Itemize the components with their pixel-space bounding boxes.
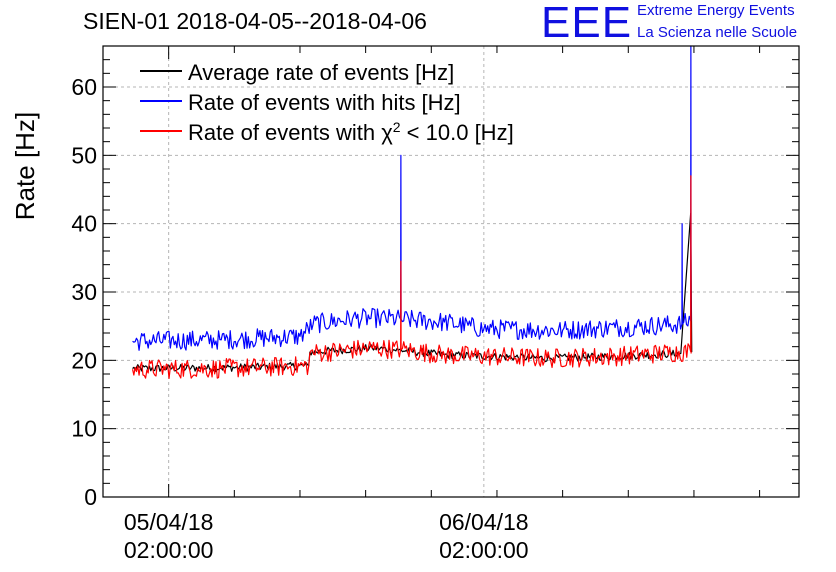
x-tick-label-time: 02:00:00 bbox=[124, 537, 214, 563]
y-axis-label: Rate [Hz] bbox=[10, 112, 40, 220]
ticks-layer: 010203040506005/04/1802:00:0006/04/1802:… bbox=[71, 45, 799, 563]
y-tick-label: 0 bbox=[84, 484, 97, 510]
y-tick-label: 50 bbox=[71, 142, 97, 168]
y-tick-label: 40 bbox=[71, 211, 97, 237]
plot-frame bbox=[102, 45, 800, 498]
frame-layer bbox=[102, 45, 800, 498]
grid-layer bbox=[103, 46, 799, 497]
eee-logo: EEE bbox=[541, 0, 633, 47]
series-line-1 bbox=[132, 212, 693, 373]
y-tick-label: 30 bbox=[71, 279, 97, 305]
series-line-2 bbox=[132, 45, 692, 351]
legend-layer: Average rate of events [Hz] Rate of event… bbox=[140, 60, 514, 145]
x-tick-label-time: 02:00:00 bbox=[439, 537, 529, 563]
brand-line-2: La Scienza nelle Scuole bbox=[637, 24, 798, 41]
y-tick-label: 60 bbox=[71, 74, 97, 100]
series-line-3 bbox=[131, 175, 692, 379]
brand-line-1: Extreme Energy Events bbox=[637, 2, 795, 19]
x-tick-label-date: 06/04/18 bbox=[439, 509, 529, 535]
legend-label-2: Rate of events with hits [Hz] bbox=[188, 90, 461, 115]
series-layer bbox=[131, 45, 693, 379]
legend-label-1: Average rate of events [Hz] bbox=[188, 60, 454, 85]
x-tick-label-date: 05/04/18 bbox=[124, 509, 214, 535]
chart-title: SIEN-01 2018-04-05--2018-04-06 bbox=[83, 8, 427, 34]
y-tick-label: 10 bbox=[71, 416, 97, 442]
legend-label-3: Rate of events with χ2 < 10.0 [Hz] bbox=[188, 119, 514, 145]
y-tick-label: 20 bbox=[71, 347, 97, 373]
